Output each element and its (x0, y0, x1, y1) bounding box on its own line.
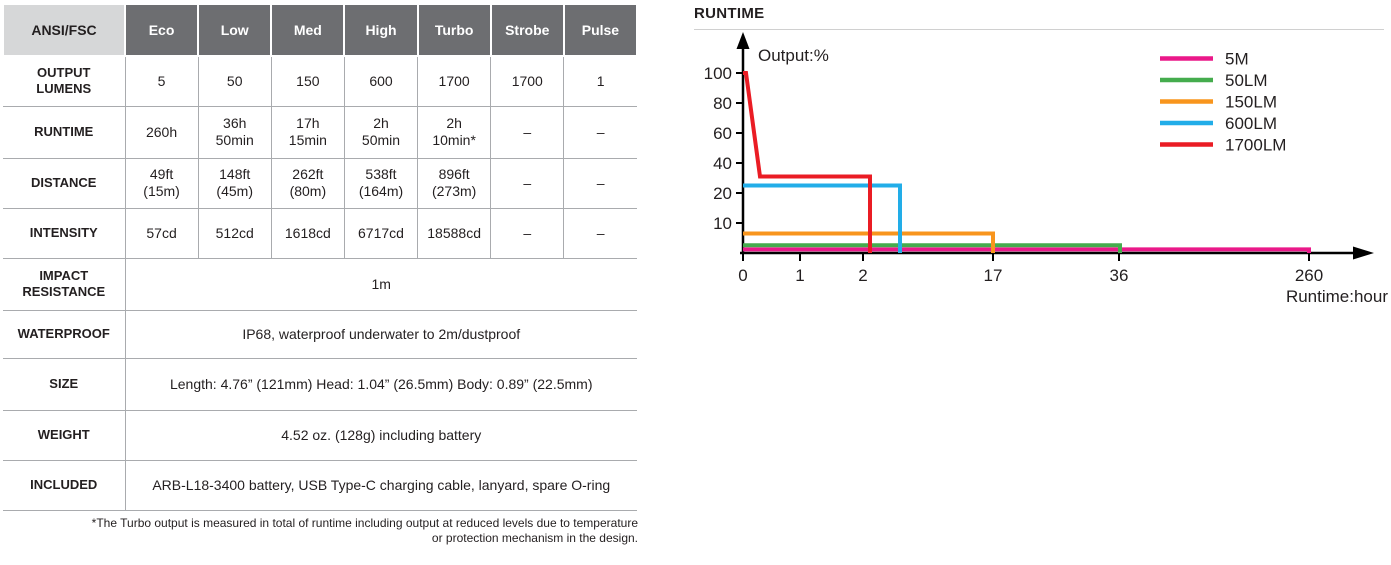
mode-header-med: Med (270, 3, 346, 57)
spec-row: IMPACT RESISTANCE 1m (3, 257, 637, 311)
y-tick-label: 80 (713, 94, 732, 113)
mode-header-turbo: Turbo (416, 3, 492, 57)
spec-value-cell: – (563, 207, 637, 259)
y-tick-label: 20 (713, 184, 732, 203)
spec-value-cell: 2h 10min* (417, 105, 492, 159)
x-tick-label: 17 (984, 266, 1003, 285)
spec-value-cell: – (490, 105, 565, 159)
y-tick-label: 100 (704, 64, 732, 83)
spec-value-cell: 6717cd (343, 207, 419, 259)
spec-value-span: 1m (124, 257, 637, 311)
mode-header-high: High (343, 3, 419, 57)
chart-title-divider (694, 29, 1384, 30)
spec-value-cell: 262ft (80m) (270, 157, 345, 209)
x-tick-label: 1 (795, 266, 804, 285)
legend: 5M 50LM 150LM 600LM 1700LM (1160, 50, 1286, 155)
spec-row-label: INTENSITY (3, 207, 126, 259)
mode-header-eco: Eco (123, 3, 200, 57)
x-tick-label: 36 (1110, 266, 1129, 285)
x-tick-label: 2 (858, 266, 867, 285)
chart-title: RUNTIME (694, 5, 765, 22)
spec-value-cell: 50 (197, 55, 272, 107)
mode-header-pulse: Pulse (562, 3, 639, 57)
spec-value-cell: 600 (343, 55, 419, 107)
spec-value-cell: 49ft (15m) (124, 157, 199, 209)
spec-row: WEIGHT 4.52 oz. (128g) including battery (3, 409, 637, 461)
footnote-line-1: *The Turbo output is measured in total o… (91, 516, 638, 530)
spec-value-cell: 18588cd (417, 207, 492, 259)
legend-label-5m: 5M (1225, 50, 1249, 69)
spec-row-label: WATERPROOF (3, 309, 126, 359)
runtime-chart-panel: RUNTIME 10 20 40 60 80 100 0 1 2 17 36 260 Output:% R… (694, 0, 1391, 340)
spec-value-cell: 57cd (124, 207, 199, 259)
spec-value-cell: 1700 (417, 55, 492, 107)
spec-value-cell: 896ft (273m) (417, 157, 492, 209)
spec-row-label: DISTANCE (3, 157, 126, 209)
spec-row-label: IMPACT RESISTANCE (3, 257, 126, 311)
y-tick-label: 10 (713, 214, 732, 233)
y-tick-label: 60 (713, 124, 732, 143)
spec-value-span: 4.52 oz. (128g) including battery (124, 409, 637, 461)
spec-row: INCLUDED ARB-L18-3400 battery, USB Type-C… (3, 459, 637, 511)
spec-row: INTENSITY 57cd 512cd 1618cd 6717cd 18588cd – – (3, 207, 637, 259)
x-axis-title: Runtime:hour (1286, 287, 1388, 306)
spec-row-label: WEIGHT (3, 409, 126, 461)
spec-value-cell: – (490, 207, 565, 259)
spec-value-cell: 148ft (45m) (197, 157, 272, 209)
footnote: *The Turbo output is measured in total o… (2, 516, 638, 546)
spec-value-cell: – (563, 105, 637, 159)
y-tick-label: 40 (713, 154, 732, 173)
series-line-5m (743, 247, 1311, 253)
spec-value-span: ARB-L18-3400 battery, USB Type-C chargin… (124, 459, 637, 511)
spec-value-span: Length: 4.76” (121mm) Head: 1.04” (26.5m… (124, 357, 637, 411)
spec-value-cell: 2h 50min (343, 105, 419, 159)
spec-table-header-row: ANSI/FSC Eco Low Med High Turbo Strobe Pulse (2, 3, 639, 57)
x-tick-label: 260 (1295, 266, 1323, 285)
spec-value-cell: 5 (124, 55, 199, 107)
spec-row-label: RUNTIME (3, 105, 126, 159)
series-line-1700lm (743, 71, 872, 253)
spec-value-cell: – (490, 157, 565, 209)
series-line-600lm (743, 183, 902, 253)
legend-label-150lm: 150LM (1225, 93, 1277, 112)
spec-value-cell: 36h 50min (197, 105, 272, 159)
y-axis-arrow-icon (736, 32, 750, 49)
x-axis-arrow-icon (1353, 246, 1374, 260)
spec-row-label: OUTPUT LUMENS (3, 55, 126, 107)
spec-row: SIZE Length: 4.76” (121mm) Head: 1.04” (2… (3, 357, 637, 411)
spec-value-cell: 538ft (164m) (343, 157, 419, 209)
mode-header-strobe: Strobe (489, 3, 565, 57)
spec-value-cell: – (563, 157, 637, 209)
footnote-line-2: or protection mechanism in the design. (431, 531, 638, 545)
legend-label-1700lm: 1700LM (1225, 136, 1286, 155)
legend-label-600lm: 600LM (1225, 114, 1277, 133)
spec-row: WATERPROOF IP68, waterproof underwater to… (3, 309, 637, 359)
spec-row: OUTPUT LUMENS 5 50 150 600 1700 1700 1 (3, 55, 637, 107)
spec-value-span: IP68, waterproof underwater to 2m/dustpr… (124, 309, 637, 359)
spec-value-cell: 512cd (197, 207, 272, 259)
spec-value-cell: 1618cd (270, 207, 345, 259)
spec-value-cell: 150 (270, 55, 345, 107)
spec-row: DISTANCE 49ft (15m) 148ft (45m) 262ft (80m)… (3, 157, 637, 209)
spec-value-cell: 17h 15min (270, 105, 345, 159)
mode-header-low: Low (197, 3, 273, 57)
series-line-150lm (743, 231, 995, 253)
spec-row-label: SIZE (3, 357, 126, 411)
legend-label-50lm: 50LM (1225, 71, 1268, 90)
x-tick-label: 0 (738, 266, 747, 285)
spec-value-cell: 260h (124, 105, 199, 159)
spec-value-cell: 1 (563, 55, 637, 107)
runtime-chart: 10 20 40 60 80 100 0 1 2 17 36 260 Output:% Runtime:h… (704, 32, 1388, 306)
spec-row: RUNTIME 260h 36h 50min 17h 15min 2h 50min 2h … (3, 105, 637, 159)
table-corner-header: ANSI/FSC (2, 3, 126, 57)
spec-value-cell: 1700 (490, 55, 565, 107)
spec-row-label: INCLUDED (3, 459, 126, 511)
y-axis-title: Output:% (758, 46, 829, 65)
spec-table: ANSI/FSC Eco Low Med High Turbo Strobe Pulse OU… (2, 3, 639, 511)
